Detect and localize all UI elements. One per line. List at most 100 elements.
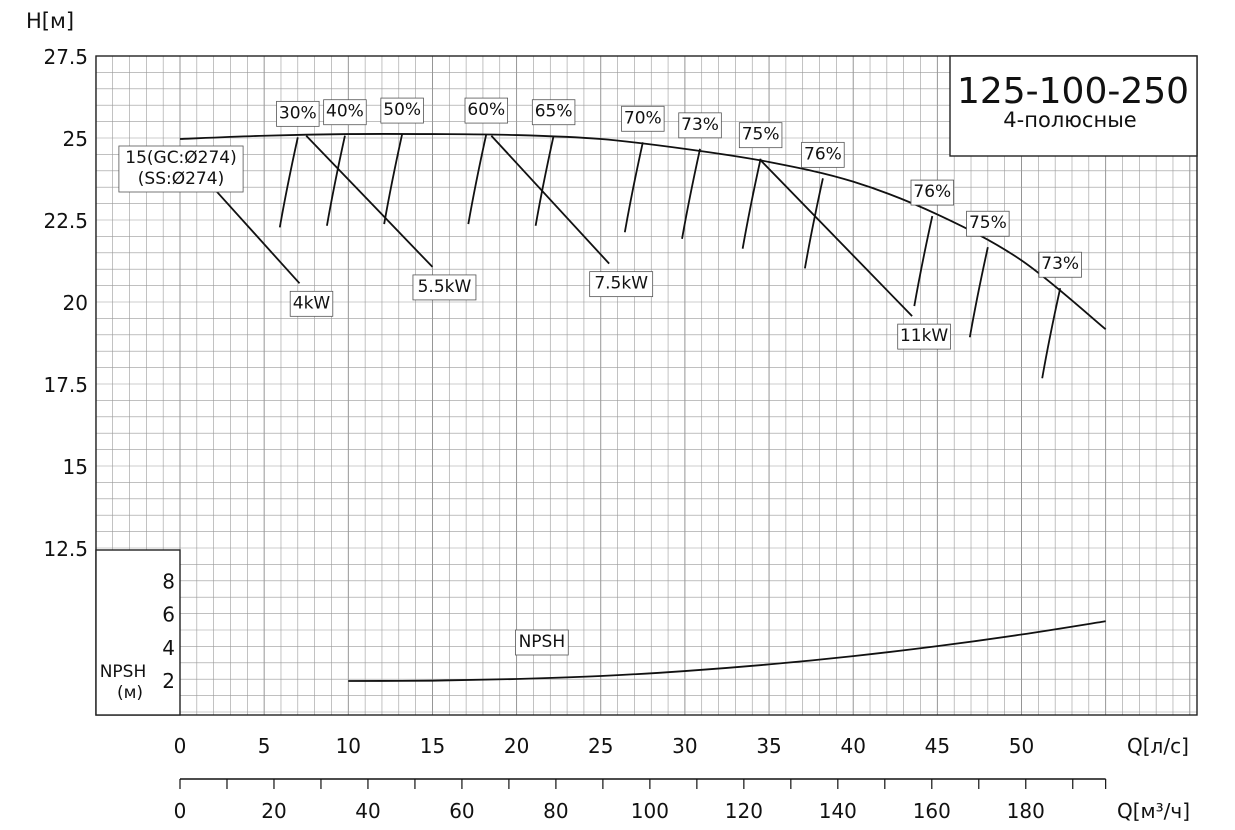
power-label-text: 11kW (900, 326, 948, 346)
power-label-text: 4kW (293, 293, 331, 313)
efficiency-label-text: 70% (624, 108, 662, 128)
efficiency-label-text: 76% (913, 182, 951, 202)
efficiency-line (623, 142, 644, 233)
efficiency-label: 30% (276, 100, 320, 127)
efficiency-label-text: 75% (969, 213, 1007, 233)
marks (212, 133, 1062, 379)
efficiency-label-text: 73% (1041, 254, 1079, 274)
efficiency-line (1041, 288, 1062, 379)
npsh-curve-label-box (515, 629, 569, 656)
x2-tick-label: 120 (725, 799, 763, 823)
power-label: 5.5kW (412, 274, 477, 301)
y-tick-label: 22.5 (43, 209, 88, 233)
npsh-curve-label: NPSH (515, 629, 569, 656)
efficiency-label: 75% (966, 210, 1010, 237)
npsh-unit-label: (м) (117, 683, 143, 703)
efficiency-label-box (380, 97, 424, 124)
power-label: 11kW (897, 323, 951, 350)
efficiency-label: 75% (738, 122, 783, 149)
x2-tick-label: 60 (449, 799, 474, 823)
efficiency-label-text: 40% (326, 102, 364, 122)
efficiency-label-box (323, 99, 367, 126)
efficiency-line (467, 133, 488, 225)
efficiency-label: 73% (1038, 251, 1082, 278)
efficiency-label: 40% (323, 99, 367, 126)
efficiency-label-text: 30% (279, 103, 317, 123)
power-line (490, 135, 610, 265)
labels: 125-100-2504-полюсные8642NPSH(м)H[м]27.5… (26, 9, 1190, 823)
power-label-box (412, 274, 477, 301)
x-axis-label: Q[л/с] (1127, 734, 1189, 758)
efficiency-label: 76% (910, 179, 955, 206)
efficiency-label-box (966, 210, 1010, 237)
chart-subtitle: 4-полюсные (1003, 108, 1136, 132)
efficiency-label-text: 75% (742, 125, 780, 145)
efficiency-label-box (464, 97, 509, 124)
power-line (212, 187, 301, 284)
npsh-tick-label: 2 (162, 669, 175, 693)
y-axis-label: H[м] (26, 9, 74, 33)
efficiency-label-box (621, 105, 665, 132)
efficiency-label: 50% (380, 97, 424, 124)
npsh-axis-label: NPSH (100, 662, 147, 682)
efficiency-label-box (1038, 251, 1082, 278)
power-label-text: 7.5kW (594, 274, 648, 294)
chart-title: 125-100-250 (957, 71, 1189, 112)
power-label: 4kW (289, 290, 334, 317)
head-curve-label-text: 15(GC:Ø274) (125, 148, 237, 168)
efficiency-label-box (276, 100, 320, 127)
x-tick-label: 15 (420, 734, 445, 758)
efficiency-label: 70% (621, 105, 665, 132)
npsh-curve-label-text: NPSH (519, 632, 566, 652)
efficiency-line (326, 135, 346, 226)
npsh-tick-label: 6 (162, 603, 175, 627)
efficiency-label: 76% (801, 141, 845, 168)
x2-tick-label: 0 (174, 799, 187, 823)
power-label: 7.5kW (589, 271, 654, 298)
y-tick-label: 25 (63, 127, 88, 151)
npsh-panel (95, 549, 181, 716)
power-label-box (589, 271, 654, 298)
efficiency-label-box (910, 179, 955, 206)
efficiency-label-text: 73% (681, 115, 719, 135)
efficiency-line (278, 137, 299, 228)
x-tick-label: 30 (672, 734, 697, 758)
x-tick-label: 25 (588, 734, 613, 758)
y-tick-label: 17.5 (43, 373, 88, 397)
x2-tick-label: 180 (1007, 799, 1045, 823)
efficiency-line (913, 215, 934, 307)
head-curve-label-text: (SS:Ø274) (138, 169, 224, 189)
power-label-box (289, 290, 334, 317)
efficiency-label: 60% (464, 97, 509, 124)
efficiency-line (383, 133, 404, 225)
x2-tick-label: 100 (631, 799, 669, 823)
efficiency-label-box (801, 141, 845, 168)
y-tick-label: 20 (63, 291, 88, 315)
x2-tick-label: 20 (261, 799, 286, 823)
efficiency-label: 73% (678, 112, 722, 139)
npsh-curve (348, 620, 1106, 682)
x-tick-label: 35 (756, 734, 781, 758)
panels (95, 55, 1198, 716)
y-tick-label: 12.5 (43, 537, 88, 561)
curves (179, 133, 1107, 682)
x-tick-label: 5 (258, 734, 271, 758)
power-line (759, 159, 913, 317)
power-label-text: 5.5kW (418, 277, 472, 297)
efficiency-label: 65% (531, 99, 576, 126)
efficiency-line (534, 135, 555, 226)
efficiency-label-box (738, 122, 783, 149)
title-box (949, 55, 1198, 157)
x-tick-label: 40 (840, 734, 865, 758)
x2-axis-label: Q[м³/ч] (1117, 799, 1190, 823)
x-tick-label: 0 (174, 734, 187, 758)
efficiency-label-box (531, 99, 576, 126)
efficiency-label-text: 65% (535, 102, 573, 122)
efficiency-line (968, 247, 989, 338)
y-tick-label: 27.5 (43, 45, 88, 69)
x2-tick-label: 160 (913, 799, 951, 823)
x2-tick-label: 80 (543, 799, 568, 823)
plot-frame (95, 55, 1198, 716)
efficiency-label-text: 50% (383, 100, 421, 120)
